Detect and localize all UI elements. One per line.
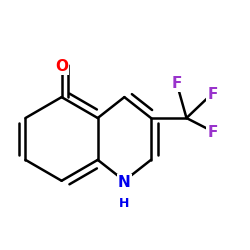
- Text: O: O: [55, 59, 68, 74]
- Text: F: F: [207, 87, 218, 102]
- Text: F: F: [171, 76, 181, 91]
- Text: N: N: [118, 175, 131, 190]
- Text: F: F: [207, 125, 218, 140]
- Text: H: H: [119, 197, 130, 210]
